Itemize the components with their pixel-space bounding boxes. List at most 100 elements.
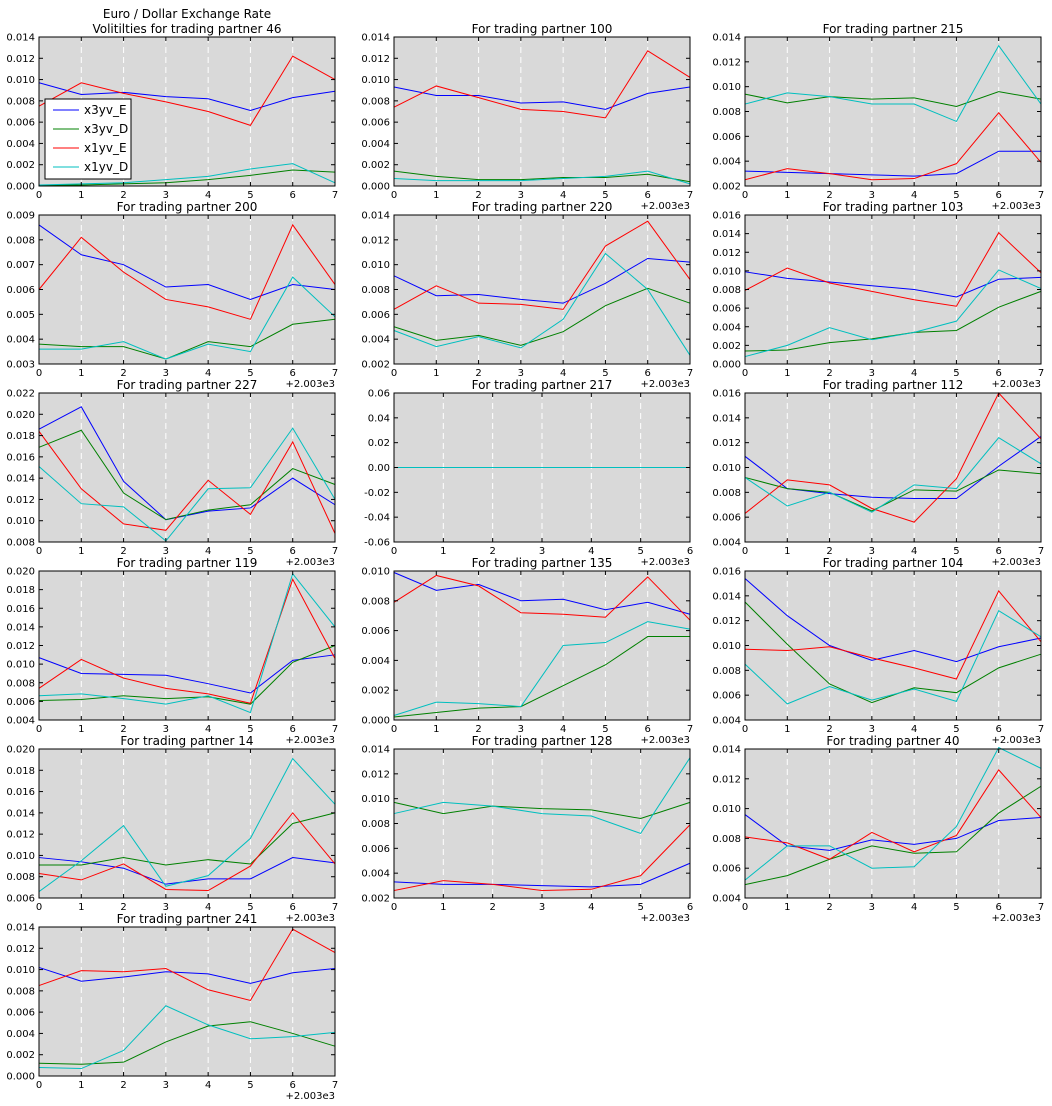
- y-tick-label: 0.004: [6, 335, 35, 346]
- series-line-x3yv_D: [39, 812, 336, 866]
- x-tick-label: 7: [332, 902, 338, 913]
- y-tick-label: 0.012: [361, 54, 390, 65]
- y-tick-label: 0.014: [712, 413, 741, 424]
- series-line-x3yv_E: [744, 271, 1042, 298]
- y-tick-label: 0.012: [712, 438, 741, 449]
- x-tick-label: 4: [560, 368, 566, 379]
- x-tick-label: 4: [205, 724, 211, 735]
- series-line-x1yv_D: [744, 746, 1042, 881]
- y-tick-label: 0.016: [712, 567, 741, 578]
- x-tick-label: 7: [1038, 724, 1044, 735]
- panel-title: For trading partner 200: [117, 200, 258, 214]
- x-tick-label: 1: [784, 546, 790, 557]
- series-line-x1yv_D: [393, 757, 691, 835]
- series-line-x3yv_E: [393, 257, 691, 304]
- x-offset-label: +2.003e3: [640, 557, 690, 568]
- series-line-x1yv_E: [38, 431, 336, 534]
- y-tick-label: 0.004: [712, 894, 741, 905]
- x-offset-label: +2.003e3: [991, 913, 1041, 924]
- y-tick-label: 0.004: [712, 538, 741, 549]
- series-line-x3yv_D: [393, 636, 690, 718]
- y-tick-label: 0.006: [6, 1008, 35, 1019]
- y-tick-label: 0.012: [6, 830, 35, 841]
- x-tick-label: 2: [475, 368, 481, 379]
- x-tick-label: 3: [518, 190, 524, 201]
- x-tick-label: 5: [602, 368, 608, 379]
- y-tick-label: 0.012: [712, 616, 741, 627]
- legend-label: x3yv_E: [84, 103, 127, 117]
- y-tick-label: 0.04: [368, 413, 390, 424]
- x-tick-label: 1: [78, 546, 84, 557]
- y-tick-label: 0.008: [6, 235, 35, 246]
- y-tick-label: 0.006: [712, 691, 741, 702]
- y-tick-label: 0.006: [361, 118, 390, 129]
- y-tick-label: 0.012: [6, 944, 35, 955]
- y-tick-label: 0.014: [6, 622, 35, 633]
- x-tick-label: 3: [869, 368, 875, 379]
- x-tick-label: 7: [332, 546, 338, 557]
- x-tick-label: 3: [518, 724, 524, 735]
- y-tick-label: 0.014: [361, 33, 390, 44]
- y-tick-label: -0.04: [364, 513, 390, 524]
- y-tick-label: 0.008: [6, 986, 35, 997]
- x-offset-label: +2.003e3: [640, 201, 690, 212]
- x-tick-label: 2: [120, 190, 126, 201]
- y-tick-label: 0.002: [712, 341, 741, 352]
- y-tick-label: 0.000: [6, 1072, 35, 1083]
- series-line-x1yv_E: [38, 223, 336, 320]
- y-tick-label: 0.010: [712, 463, 741, 474]
- x-tick-label: 5: [247, 190, 253, 201]
- panel-title: Euro / Dollar Exchange Rate Volitilties f…: [92, 7, 281, 36]
- y-tick-label: 0.008: [712, 285, 741, 296]
- panel-title-line: Volitilties for trading partner 46: [92, 22, 281, 36]
- x-tick-label: 3: [163, 1080, 169, 1091]
- x-tick-label: 6: [645, 368, 651, 379]
- y-tick-label: 0.004: [712, 716, 741, 727]
- panel-title: For trading partner 220: [472, 200, 613, 214]
- panel-title-line: For trading partner 215: [823, 22, 964, 36]
- x-tick-label: 3: [163, 902, 169, 913]
- y-tick-label: 0.004: [361, 656, 390, 667]
- y-tick-label: 0.004: [361, 139, 390, 150]
- x-tick-label: 6: [996, 546, 1002, 557]
- y-tick-label: 0.020: [6, 567, 35, 578]
- x-offset-label: +2.003e3: [991, 557, 1041, 568]
- panel-title-line: For trading partner 128: [472, 734, 613, 748]
- series-line-x3yv_D: [393, 170, 691, 183]
- series-line-x3yv_E: [38, 224, 336, 300]
- y-tick-label: 0.06: [368, 389, 390, 400]
- x-tick-label: 1: [440, 546, 446, 557]
- panel-title-line: For trading partner 241: [117, 912, 258, 926]
- y-tick-label: 0.012: [361, 235, 390, 246]
- x-offset-label: +2.003e3: [285, 379, 335, 390]
- x-tick-label: 4: [911, 902, 917, 913]
- y-tick-label: 0.006: [361, 844, 390, 855]
- y-tick-label: 0.014: [6, 474, 35, 485]
- panel-title: For trading partner 103: [823, 200, 964, 214]
- y-tick-label: 0.006: [6, 285, 35, 296]
- axes-frame: [38, 392, 336, 543]
- y-tick-label: 0.006: [361, 626, 390, 637]
- y-tick-label: -0.02: [364, 488, 390, 499]
- panel-4: 0 1 2 3 4 5 6 7 0.002 0.004 0.006 0.008 0.010 0.012 0.…: [361, 200, 693, 390]
- x-tick-label: 5: [953, 902, 959, 913]
- x-tick-label: 7: [332, 1080, 338, 1091]
- panel-title: For trading partner 104: [823, 556, 964, 570]
- panel-1: 0 1 2 3 4 5 6 7 0.000 0.002 0.004 0.006 0.008 0.010 0.…: [361, 22, 693, 212]
- y-tick-label: 0.010: [361, 567, 390, 578]
- series-line-x3yv_D: [393, 801, 691, 820]
- y-tick-label: 0.006: [6, 894, 35, 905]
- x-tick-label: 2: [826, 902, 832, 913]
- x-tick-label: 0: [36, 902, 42, 913]
- x-tick-label: 6: [996, 724, 1002, 735]
- y-tick-label: 0.010: [361, 260, 390, 271]
- x-tick-label: 0: [36, 368, 42, 379]
- x-tick-label: 4: [205, 190, 211, 201]
- x-tick-label: 3: [163, 724, 169, 735]
- x-tick-label: 4: [205, 1080, 211, 1091]
- x-offset-label: +2.003e3: [285, 1091, 335, 1102]
- axes-background: [39, 393, 335, 542]
- y-tick-label: 0.010: [361, 794, 390, 805]
- x-tick-label: 3: [518, 368, 524, 379]
